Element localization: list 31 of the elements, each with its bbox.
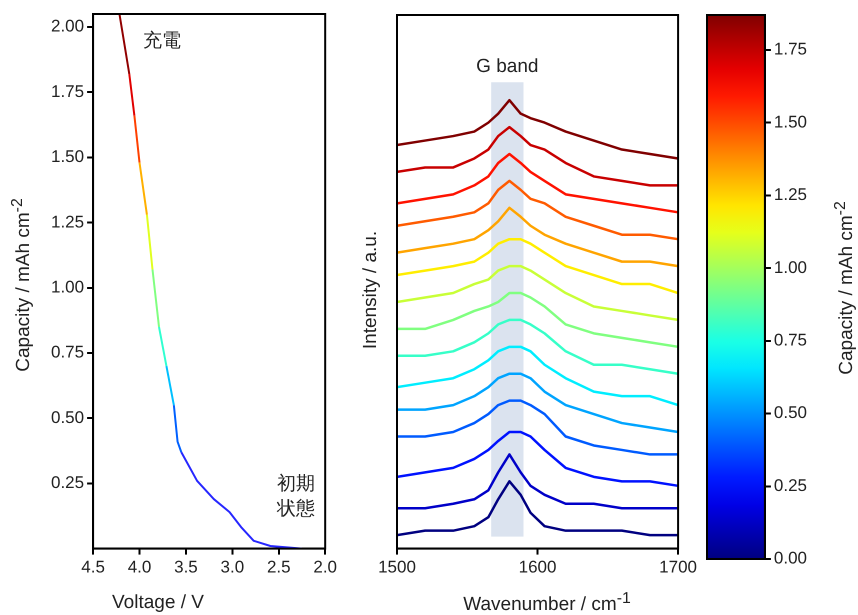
y-tick-label: 0.25 xyxy=(50,473,84,492)
y-tick-label: 1.75 xyxy=(50,82,84,101)
color-bar-label: 0.50 xyxy=(774,403,808,422)
color-bar-label: 0.00 xyxy=(774,548,808,568)
x-tick-label: 4.0 xyxy=(128,557,152,576)
x-tick-label: 3.0 xyxy=(220,557,244,576)
color-bar-label: 0.75 xyxy=(774,330,808,350)
color-bar-label: 0.25 xyxy=(774,476,808,495)
band-label: G band xyxy=(476,56,538,77)
y-tick-label: 1.25 xyxy=(50,212,84,232)
y-tick-label: 1.00 xyxy=(50,278,84,297)
x-axis-title: Voltage / V xyxy=(112,592,204,614)
color-bar-label: 1.50 xyxy=(774,112,808,132)
color-bar-label: 1.75 xyxy=(774,40,808,59)
y-tick-label: 0.75 xyxy=(50,342,84,362)
x-tick-label: 2.0 xyxy=(313,557,338,576)
x-tick-label: 1700 xyxy=(659,557,698,576)
color-bar-label: 1.00 xyxy=(774,258,808,277)
annotation: 充電 xyxy=(143,30,182,52)
color-bar-label: 1.25 xyxy=(774,185,808,204)
x-tick-label: 1600 xyxy=(518,557,556,576)
y-tick-label: 0.50 xyxy=(50,408,84,427)
x-tick-label: 3.5 xyxy=(174,557,198,576)
y-axis-title: Intensity / a.u. xyxy=(360,230,382,350)
y-tick-label: 1.50 xyxy=(50,147,84,166)
y-tick-label: 2.00 xyxy=(50,16,84,36)
x-tick-label: 4.5 xyxy=(81,557,105,576)
x-tick-label: 2.5 xyxy=(266,557,291,576)
x-axis-title: Wavenumber / cm$^{-1}$ xyxy=(463,590,631,615)
x-tick-label: 1500 xyxy=(378,557,416,576)
annotation: 初期状態 xyxy=(276,472,316,520)
